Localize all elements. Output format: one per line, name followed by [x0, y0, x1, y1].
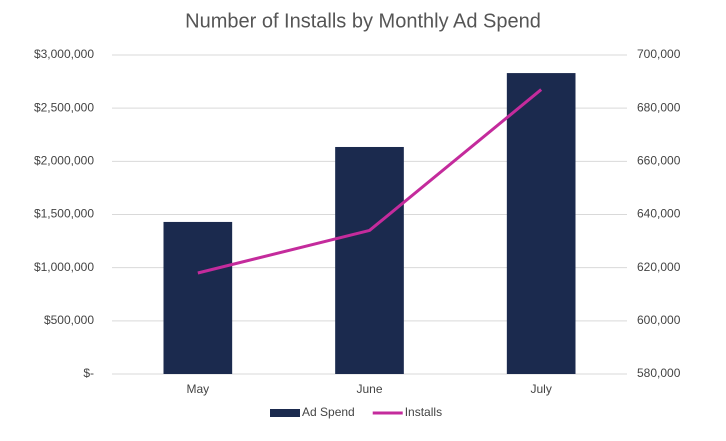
x-tick-label: June: [356, 382, 382, 396]
line: [197, 88, 543, 275]
y-tick-label: $1,500,000: [34, 207, 94, 221]
bar: [335, 146, 404, 374]
x-tick-label: July: [530, 382, 551, 396]
y2-tick-label: 680,000: [637, 100, 681, 114]
y-tick-label: $1,000,000: [34, 260, 94, 274]
y-tick-label: $-: [83, 366, 94, 380]
y2-tick-label: 620,000: [637, 260, 681, 274]
y-tick-label: $2,000,000: [34, 154, 94, 168]
y2-tick-label: 600,000: [637, 313, 681, 327]
y2-tick-label: 640,000: [637, 207, 681, 221]
y2-tick-label: 700,000: [637, 47, 681, 61]
chart-title: Number of Installs by Monthly Ad Spend: [185, 10, 541, 32]
x-tick-label: May: [186, 382, 209, 396]
y-tick-label: $2,500,000: [34, 100, 94, 114]
legend-label: Ad Spend: [302, 405, 355, 419]
y2-tick-label: 660,000: [637, 154, 681, 168]
y-tick-label: $3,000,000: [34, 47, 94, 61]
legend-label: Installs: [405, 405, 442, 419]
legend-swatch: [270, 409, 300, 417]
y-tick-label: $500,000: [44, 313, 94, 327]
bar: [163, 221, 233, 374]
y2-tick-label: 580,000: [637, 366, 681, 380]
bar: [506, 73, 576, 375]
